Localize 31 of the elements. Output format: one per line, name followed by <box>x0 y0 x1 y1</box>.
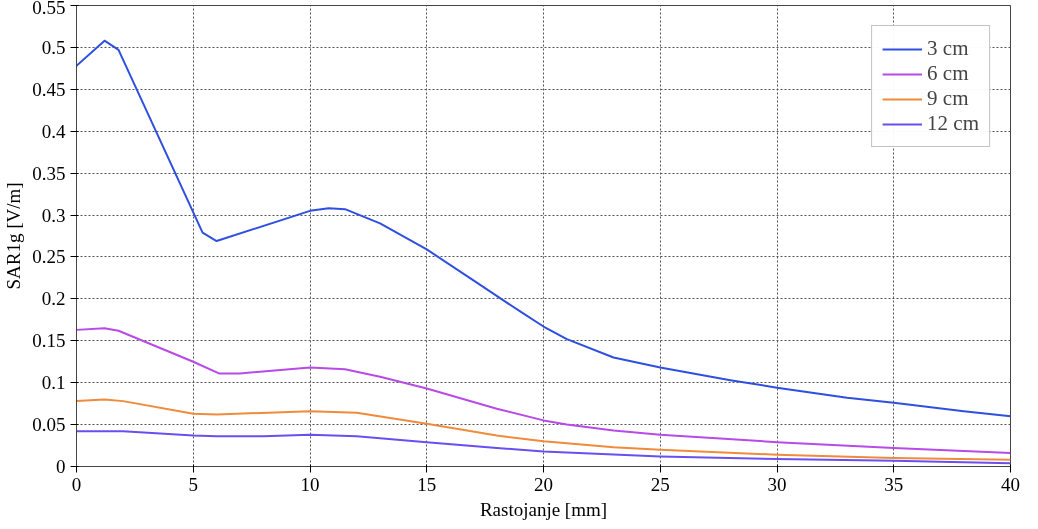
y-tick-label: 0.1 <box>41 372 66 394</box>
x-tick-label: 40 <box>1001 473 1020 495</box>
legend-label: 12 cm <box>927 111 979 136</box>
y-tick-label: 0 <box>56 456 66 477</box>
x-tick-label: 35 <box>884 473 904 495</box>
legend-label: 3 cm <box>927 36 969 61</box>
y-tick-label: 0.05 <box>32 414 66 436</box>
line-series <box>76 430 1011 465</box>
line-series <box>76 398 1011 461</box>
y-tick-label: 0.25 <box>32 246 66 268</box>
x-tick-label: 0 <box>71 473 82 495</box>
y-axis-title: SAR1g [V/m] <box>3 182 25 290</box>
x-tick-label: 15 <box>417 473 437 495</box>
y-tick-label: 0.45 <box>32 78 66 100</box>
y-tick-label: 0.55 <box>32 0 66 18</box>
x-tick-label: 25 <box>650 473 670 495</box>
line-series <box>76 39 1011 418</box>
y-tick-label: 0.35 <box>32 162 66 184</box>
y-tick-label: 0.2 <box>41 288 66 310</box>
x-tick-label: 30 <box>767 473 787 495</box>
y-tick-label: 0.4 <box>41 120 66 142</box>
y-tick-label: 0.5 <box>41 36 66 58</box>
x-tick-label: 10 <box>300 473 320 495</box>
line-series <box>76 327 1011 455</box>
y-tick-label: 0.15 <box>32 330 66 352</box>
legend-label: 9 cm <box>927 86 969 111</box>
x-tick-label: 20 <box>534 473 553 495</box>
x-axis-title: Rastojanje [mm] <box>479 498 608 520</box>
y-tick-label: 0.3 <box>41 204 66 226</box>
legend-label: 6 cm <box>927 61 969 86</box>
x-tick-label: 5 <box>188 473 198 495</box>
